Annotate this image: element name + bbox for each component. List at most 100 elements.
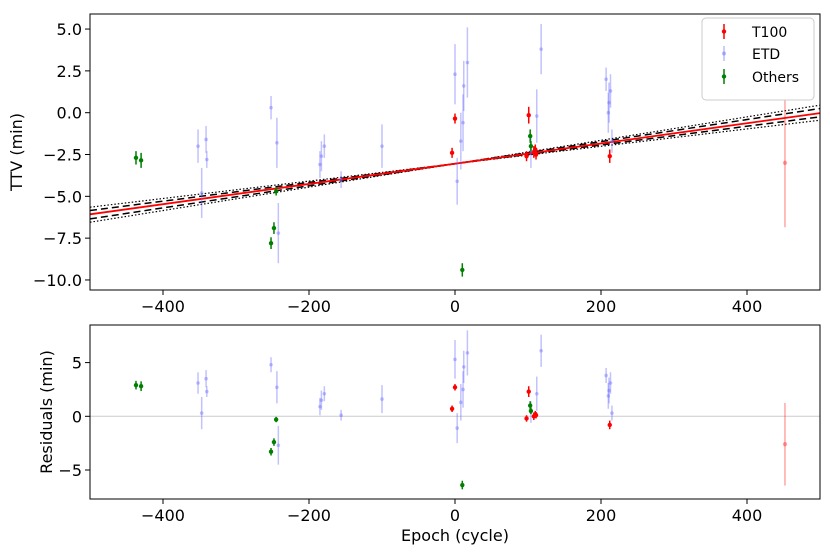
ttv-y-tick-label: −5.0 [43, 187, 82, 206]
residuals-others-point [271, 439, 277, 445]
ttv-y-tick-label: 2.5 [57, 62, 82, 81]
residuals-y-ticks: 5 0 −5 [58, 354, 90, 480]
ttv-x-tick-label: 400 [732, 297, 763, 316]
residuals-others-point [273, 417, 279, 422]
ttv-etd-point [322, 144, 327, 148]
ttv-etd-point [275, 141, 279, 145]
residuals-y-tick-label: 0 [72, 407, 82, 426]
ttv-x-tick-label: 0 [450, 297, 460, 316]
legend-t100-marker [721, 29, 727, 34]
ttv-others-point [268, 240, 274, 246]
residuals-x-tick-label: −200 [287, 506, 331, 525]
x-axis-title: Epoch (cycle) [401, 526, 509, 545]
ttv-y-ticks: 5.0 2.5 0.0 −2.5 −5.0 −7.5 −10.0 [33, 20, 90, 290]
ttv-others-point [528, 143, 534, 149]
residuals-etd-point [339, 413, 343, 418]
ttv-etd-point [461, 84, 466, 88]
ttv-etd-point [196, 144, 200, 148]
legend-entry-others: Others [721, 69, 799, 86]
ttv-others-point [460, 267, 465, 273]
residuals-t100-point [524, 416, 529, 421]
ttv-etd-point [608, 89, 613, 93]
ttv-t100-point [524, 153, 529, 159]
ttv-y-tick-label: 0.0 [57, 104, 82, 123]
residuals-t100-point [782, 442, 788, 447]
residuals-t100-point [533, 413, 539, 418]
ttv-y-tick-label: −2.5 [43, 146, 82, 165]
residuals-etd-point [204, 376, 208, 381]
residuals-etd-point [205, 389, 209, 394]
residuals-etd-point [455, 426, 459, 430]
ttv-t100-point [449, 150, 455, 156]
fit-best-line [90, 112, 820, 216]
residuals-others-point [268, 449, 274, 454]
ttv-others-point [271, 225, 277, 231]
residuals-etd-point [196, 381, 200, 385]
residuals-x-tick-label: 200 [586, 506, 617, 525]
residuals-etd-point [534, 391, 539, 396]
residuals-y-axis-title: Residuals (min) [37, 350, 56, 474]
residuals-y-tick-label: 5 [72, 354, 82, 373]
residuals-t100-point [607, 422, 612, 428]
residuals-etd-point [604, 373, 608, 378]
ttv-y-axis-title: TTV (min) [7, 113, 26, 192]
residuals-others-point [527, 403, 533, 408]
residuals-x-tick-label: 0 [450, 506, 460, 525]
residuals-etd-point [453, 357, 457, 362]
legend-others-label: Others [752, 70, 799, 86]
ttv-etd-point [276, 231, 281, 235]
residuals-others-point [133, 382, 139, 388]
ttv-others-point [527, 133, 533, 139]
ttv-plot-area [90, 14, 820, 290]
residuals-etd-point [322, 391, 327, 396]
ttv-etd-point [459, 139, 463, 143]
residuals-t100-point [526, 389, 531, 394]
legend: T100 ETD Others [701, 17, 815, 101]
residuals-data-points [133, 330, 788, 490]
legend-entry-t100: T100 [721, 24, 787, 41]
residuals-etd-point [461, 387, 465, 392]
ttv-y-tick-label: −10.0 [33, 271, 82, 290]
residuals-x-tick-label: 400 [732, 506, 763, 525]
ttv-etd-point [604, 77, 608, 82]
legend-others-marker [721, 74, 727, 79]
ttv-etd-point [380, 144, 384, 148]
residuals-x-ticks: −400 −200 0 200 400 [141, 499, 762, 525]
ttv-etd-point [199, 191, 204, 195]
residuals-etd-point [276, 443, 281, 448]
residuals-etd-point [465, 351, 470, 355]
residuals-etd-point [319, 398, 324, 402]
ttv-x-ticks: −400 −200 0 200 400 [141, 290, 762, 316]
legend-etd-label: ETD [752, 47, 780, 63]
residuals-etd-point [608, 381, 613, 385]
legend-etd-marker [722, 51, 726, 56]
residuals-etd-point [199, 411, 204, 415]
ttv-etd-point [607, 100, 611, 105]
ttv-panel: −400 −200 0 200 400 5.0 2.5 0.0 −2.5 −5.0 −7.5 −10… [7, 13, 821, 316]
ttv-others-point [273, 189, 279, 194]
ttv-etd-point [205, 157, 209, 162]
fit-3sigma-upper-line [90, 104, 820, 223]
residuals-t100-point [452, 385, 458, 390]
ttv-etd-point [453, 72, 457, 77]
ttv-y-tick-label: −7.5 [43, 229, 82, 248]
ttv-t100-point [526, 113, 531, 118]
residuals-plot-area [90, 325, 820, 499]
residuals-others-point [138, 384, 144, 389]
ttv-x-tick-label: 200 [586, 297, 617, 316]
legend-t100-label: T100 [751, 25, 787, 41]
ttv-etd-point [269, 105, 273, 110]
ttv-etd-point [606, 110, 611, 115]
ttv-t100-point [533, 152, 539, 157]
residuals-others-point [528, 408, 534, 414]
residuals-x-tick-label: −400 [141, 506, 185, 525]
ttv-t100-point [782, 160, 788, 166]
ttv-others-point [138, 158, 144, 163]
ttv-fit-lines [90, 104, 820, 223]
residuals-panel: −400 −200 0 200 400 5 0 −5 Residuals (min) Epo… [37, 324, 821, 545]
ttv-t100-point [607, 153, 612, 159]
ttv-t100-point [452, 116, 458, 121]
residuals-etd-point [459, 400, 463, 405]
ttv-etd-point [534, 114, 539, 118]
